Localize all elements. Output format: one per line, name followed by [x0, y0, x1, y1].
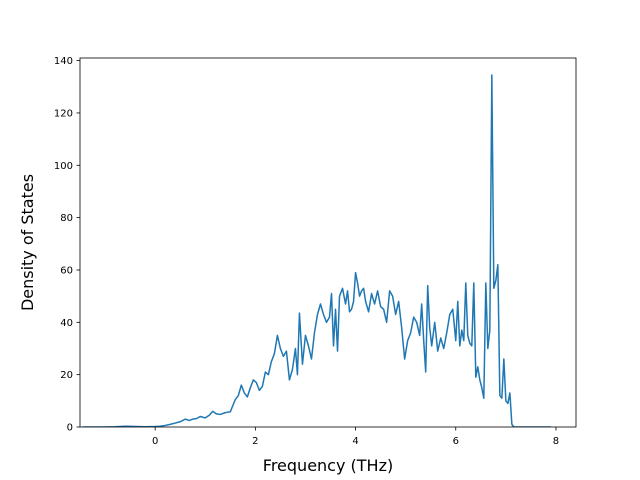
y-tick-label: 100: [54, 161, 73, 172]
x-tick-label: 0: [152, 436, 158, 447]
plot-frame: [79, 57, 577, 428]
y-axis-label: Density of States: [18, 174, 37, 311]
x-tick-label: 8: [553, 436, 559, 447]
y-tick-label: 120: [54, 108, 73, 119]
y-tick-label: 60: [60, 265, 73, 276]
series-line: [82, 74, 551, 427]
y-tick-label: 0: [67, 423, 73, 434]
y-axis-ticks: 0 20 40 60 80 100 120 140: [54, 56, 80, 434]
y-tick-label: 80: [60, 213, 73, 224]
x-tick-label: 2: [252, 436, 258, 447]
x-axis-label: Frequency (THz): [263, 456, 393, 475]
x-tick-label: 4: [352, 436, 358, 447]
y-tick-label: 140: [54, 56, 73, 67]
y-tick-label: 20: [60, 370, 73, 381]
y-tick-label: 40: [60, 318, 73, 329]
x-axis-ticks: 0 2 4 6 8: [152, 427, 559, 447]
x-tick-label: 6: [453, 436, 459, 447]
